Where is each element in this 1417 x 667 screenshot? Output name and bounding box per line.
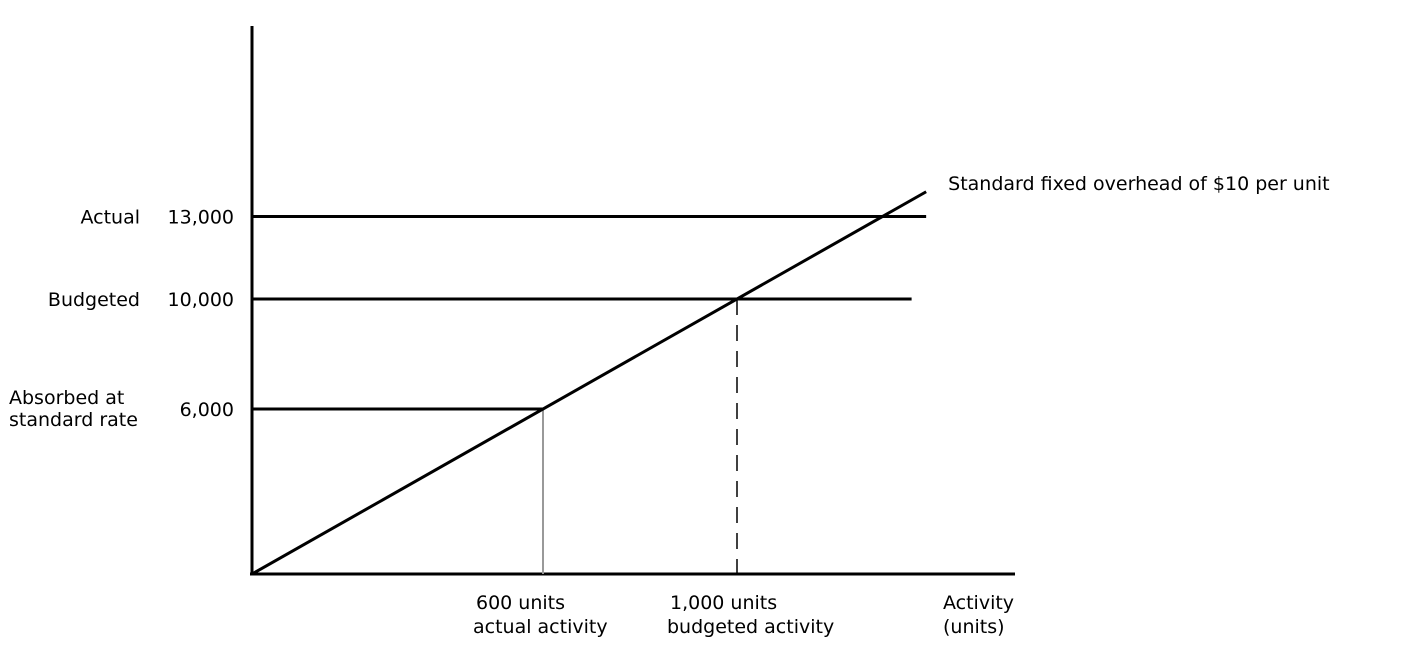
absorbed-at-standard-rate-label-line: Absorbed at <box>9 387 124 409</box>
x-tick-label-line: actual activity <box>473 616 608 638</box>
standard-overhead-label: Standard fixed overhead of $10 per unit <box>948 173 1329 195</box>
absorbed-at-standard-rate-label-line: standard rate <box>9 409 138 431</box>
standard-overhead-line <box>251 190 927 576</box>
x-axis-title-line: (units) <box>943 616 1005 638</box>
reference-lines <box>252 215 927 411</box>
x-tick-label-600: 600 units actual activity <box>473 592 608 638</box>
x-axis-title: Activity (units) <box>943 592 1014 638</box>
x-tick-label-line: budgeted activity <box>667 616 834 638</box>
series-lines <box>251 190 927 576</box>
chart-labels: 13,000 Actual 10,000 Budgeted 6,000 Absorbed … <box>9 173 1330 638</box>
absorbed-at-standard-rate-value-label: 6,000 <box>180 399 234 421</box>
x-tick-label-1000: 1,000 units budgeted activity <box>667 592 834 638</box>
drop-lines <box>542 299 738 574</box>
budgeted-value-label: 10,000 <box>168 289 234 311</box>
absorbed-at-standard-rate-label: Absorbed at standard rate <box>9 387 138 431</box>
actual-label: Actual <box>80 207 140 229</box>
x-axis-title-line: Activity <box>943 592 1014 614</box>
budgeted-label: Budgeted <box>48 289 140 311</box>
x-tick-label-line: 600 units <box>476 592 565 614</box>
x-tick-label-line: 1,000 units <box>670 592 777 614</box>
actual-value-label: 13,000 <box>168 207 234 229</box>
